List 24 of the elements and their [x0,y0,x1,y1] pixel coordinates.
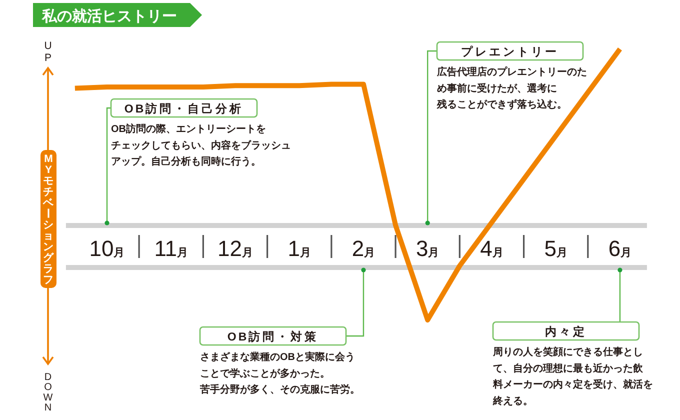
annotation: OB訪問・自己分析 [124,102,244,116]
x-tick-label: 2月 [352,236,376,261]
annotation: OB訪問・対策 さまざまな業種のOBと実際に会う ことで学ぶことが多かった。 苦手分野が多く、その克服に苦労。 [199,268,366,396]
x-tick-label: 4月 [480,236,504,261]
axis-end: DOWN [43,372,53,414]
x-tick-label: 6月 [608,236,632,261]
chart-title: 私の就活ヒストリー [41,8,177,25]
x-tick-label: 10月 [89,236,125,261]
annotation: プレエントリー [461,44,559,58]
x-tick-label: 5月 [544,236,568,261]
x-tick-label: 3月 [416,236,440,261]
annotation: 残ることができず落ち込む。 [436,98,567,111]
x-tick-label: 1月 [288,236,311,261]
annotation: 広告代理店のプレエントリーのた [436,66,587,78]
axis-end: UP [44,40,52,64]
x-tick-label: 11月 [154,236,188,261]
annotation: チェックしてもらい、内容をブラッシュ [111,139,291,152]
annotation: アップ。自己分析も同時に行う。 [111,156,261,168]
text: MYモチベーショングラフ [41,153,54,286]
annotation: OB訪問の際、エントリーシートを [111,123,266,135]
annotation: め事前に受けたが、選考に [437,82,557,94]
annotation: 内々定 周りの人を笑顔にできる仕事とし て、自分の理想に最も近かった飲 料メーカーの内々定を受け、就活を 終える。 [492,268,653,407]
x-tick-label: 12月 [218,236,253,261]
title: 私の就活ヒストリー [33,3,202,27]
